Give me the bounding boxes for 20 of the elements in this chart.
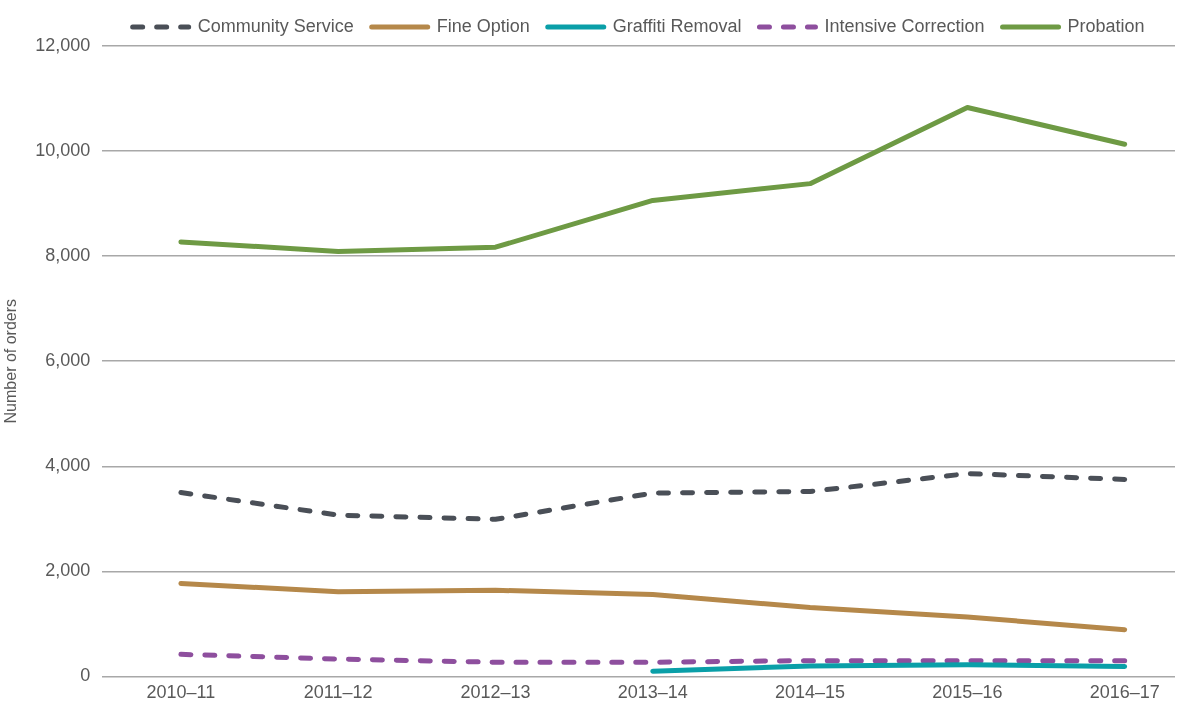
y-tick-label: 12,000 [35, 34, 91, 55]
legend-label: Community Service [197, 15, 354, 36]
y-tick-label: 8,000 [45, 245, 91, 266]
legend-label: Intensive Correction [824, 15, 985, 36]
y-tick-label: 2,000 [45, 560, 91, 581]
legend-label: Fine Option [436, 15, 530, 36]
legend-label: Probation [1067, 15, 1145, 36]
x-tick-label: 2011–12 [303, 682, 373, 703]
x-tick-label: 2016–17 [1089, 682, 1160, 703]
x-tick-label: 2010–11 [146, 682, 216, 703]
legend-label: Graffiti Removal [612, 15, 742, 36]
x-tick-label: 2015–16 [932, 682, 1003, 703]
x-tick-label: 2012–13 [460, 682, 531, 703]
y-tick-label: 6,000 [45, 350, 91, 371]
y-tick-label: 0 [80, 665, 91, 686]
y-tick-label: 4,000 [45, 455, 91, 476]
x-tick-label: 2013–14 [617, 682, 688, 703]
y-tick-label: 10,000 [35, 140, 91, 161]
y-axis-title: Number of orders [2, 298, 20, 424]
x-tick-label: 2014–15 [775, 682, 846, 703]
